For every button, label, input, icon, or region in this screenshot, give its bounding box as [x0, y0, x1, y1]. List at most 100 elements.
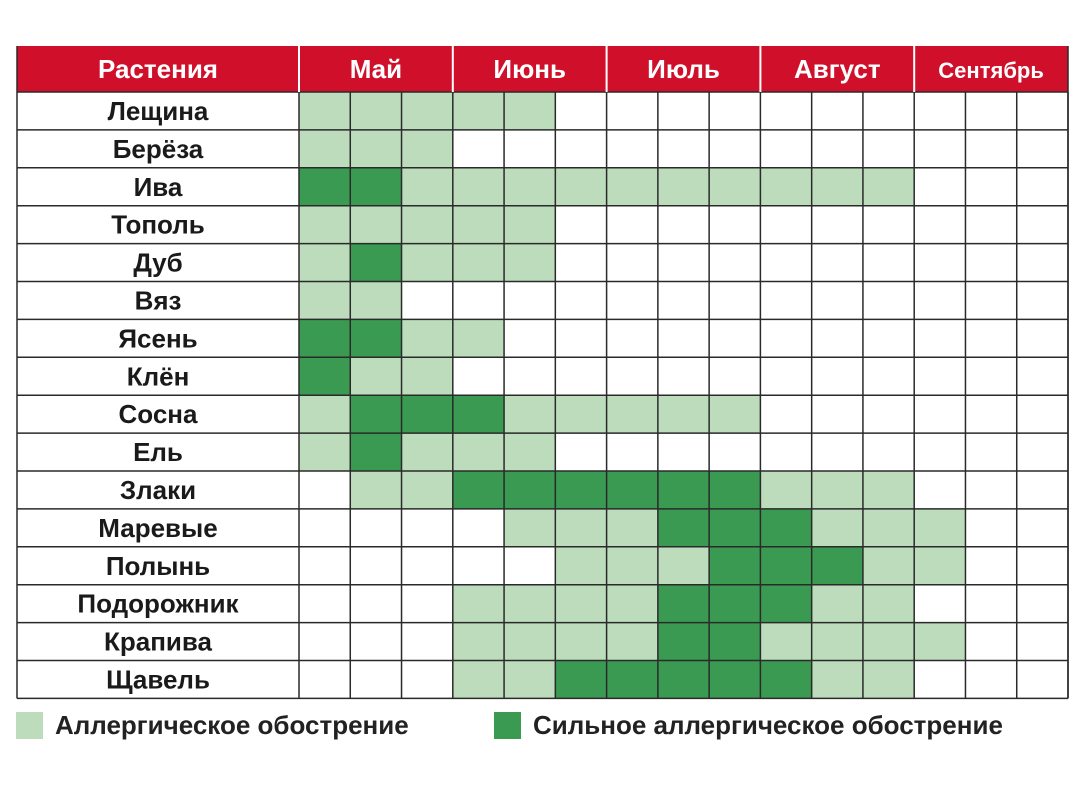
cell [452, 281, 505, 320]
cell [401, 92, 453, 130]
cell [555, 508, 607, 547]
cell [760, 243, 812, 282]
cell [452, 243, 505, 282]
row-label-cell [17, 205, 299, 244]
cell [914, 622, 966, 661]
cell [760, 660, 812, 699]
cell [401, 584, 453, 623]
cell [555, 660, 607, 699]
cell [504, 357, 556, 396]
cell [606, 622, 658, 661]
cell [709, 281, 761, 320]
cell [504, 129, 556, 168]
cell [1016, 660, 1068, 699]
cell [914, 319, 966, 358]
cell [709, 471, 761, 509]
cell [401, 357, 453, 396]
cell [1016, 243, 1068, 282]
row-label-cell [17, 357, 299, 396]
cell [299, 546, 351, 585]
cell [504, 92, 556, 130]
plant-label: Ива [134, 172, 183, 202]
cell [862, 546, 915, 585]
cell [760, 357, 812, 396]
cell [811, 584, 863, 623]
cell [606, 243, 658, 282]
row-label-cell [17, 546, 299, 585]
cell [760, 92, 812, 130]
cell [862, 92, 915, 130]
cell [914, 129, 966, 168]
cell [760, 167, 812, 206]
cell [965, 660, 1017, 699]
cell [606, 546, 658, 585]
cell [862, 433, 915, 471]
cell [606, 129, 658, 168]
legend-label-allergy: Аллергическое обострение [55, 709, 409, 740]
cell [504, 319, 556, 358]
cell [504, 508, 556, 547]
cell [965, 205, 1017, 244]
cell [811, 622, 863, 661]
cell [811, 508, 863, 547]
cell [299, 167, 351, 206]
cell [606, 167, 658, 206]
legend-item-strong-allergy: Сильное аллергическое обострение [494, 708, 1003, 742]
cell [504, 433, 556, 471]
row-label-cell [17, 584, 299, 623]
cell [1016, 129, 1068, 168]
cell [1016, 508, 1068, 547]
cell [862, 622, 915, 661]
cell [965, 129, 1017, 168]
row-label-cell [17, 433, 299, 471]
cell [504, 471, 556, 509]
cell [504, 660, 556, 699]
cell [657, 508, 710, 547]
cell [401, 243, 453, 282]
cell [811, 395, 863, 434]
cell [1016, 471, 1068, 509]
cell [350, 243, 402, 282]
cell [760, 395, 812, 434]
cell [914, 584, 966, 623]
cell [657, 433, 710, 471]
plant-label: Злаки [120, 475, 196, 505]
cell [862, 508, 915, 547]
cell [299, 129, 351, 168]
cell [350, 546, 402, 585]
cell [350, 622, 402, 661]
plant-label: Лещина [108, 96, 209, 126]
cell [914, 471, 966, 509]
cell [862, 167, 915, 206]
plant-label: Ель [133, 437, 183, 467]
row-label-cell [17, 281, 299, 320]
month-label-3: Июль [647, 54, 720, 84]
cell [657, 584, 710, 623]
row-label-cell [17, 622, 299, 661]
legend-swatch-allergy [16, 711, 43, 739]
cell [401, 395, 453, 434]
cell [504, 167, 556, 206]
cell [555, 433, 607, 471]
header-plants-label: Растения [98, 54, 218, 84]
cell [760, 205, 812, 244]
cell [1016, 167, 1068, 206]
cell [504, 584, 556, 623]
cell [452, 319, 505, 358]
cell [555, 357, 607, 396]
cell [350, 433, 402, 471]
cell [1016, 319, 1068, 358]
cell [555, 622, 607, 661]
cell [452, 129, 505, 168]
cell [350, 92, 402, 130]
cell [657, 281, 710, 320]
cell [709, 92, 761, 130]
cell [555, 281, 607, 320]
pollen-calendar-chart: Растения Май Июнь Июль Август Сентябрь Лещина Б… [16, 46, 1069, 700]
cell [914, 205, 966, 244]
cell [760, 433, 812, 471]
plant-label: Полынь [106, 551, 210, 581]
plant-label: Крапива [104, 627, 213, 657]
cell [452, 167, 505, 206]
cell [709, 508, 761, 547]
